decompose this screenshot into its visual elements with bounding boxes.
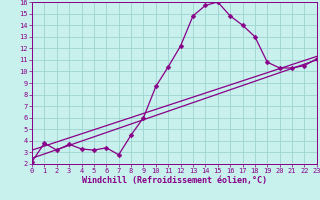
X-axis label: Windchill (Refroidissement éolien,°C): Windchill (Refroidissement éolien,°C) <box>82 176 267 185</box>
